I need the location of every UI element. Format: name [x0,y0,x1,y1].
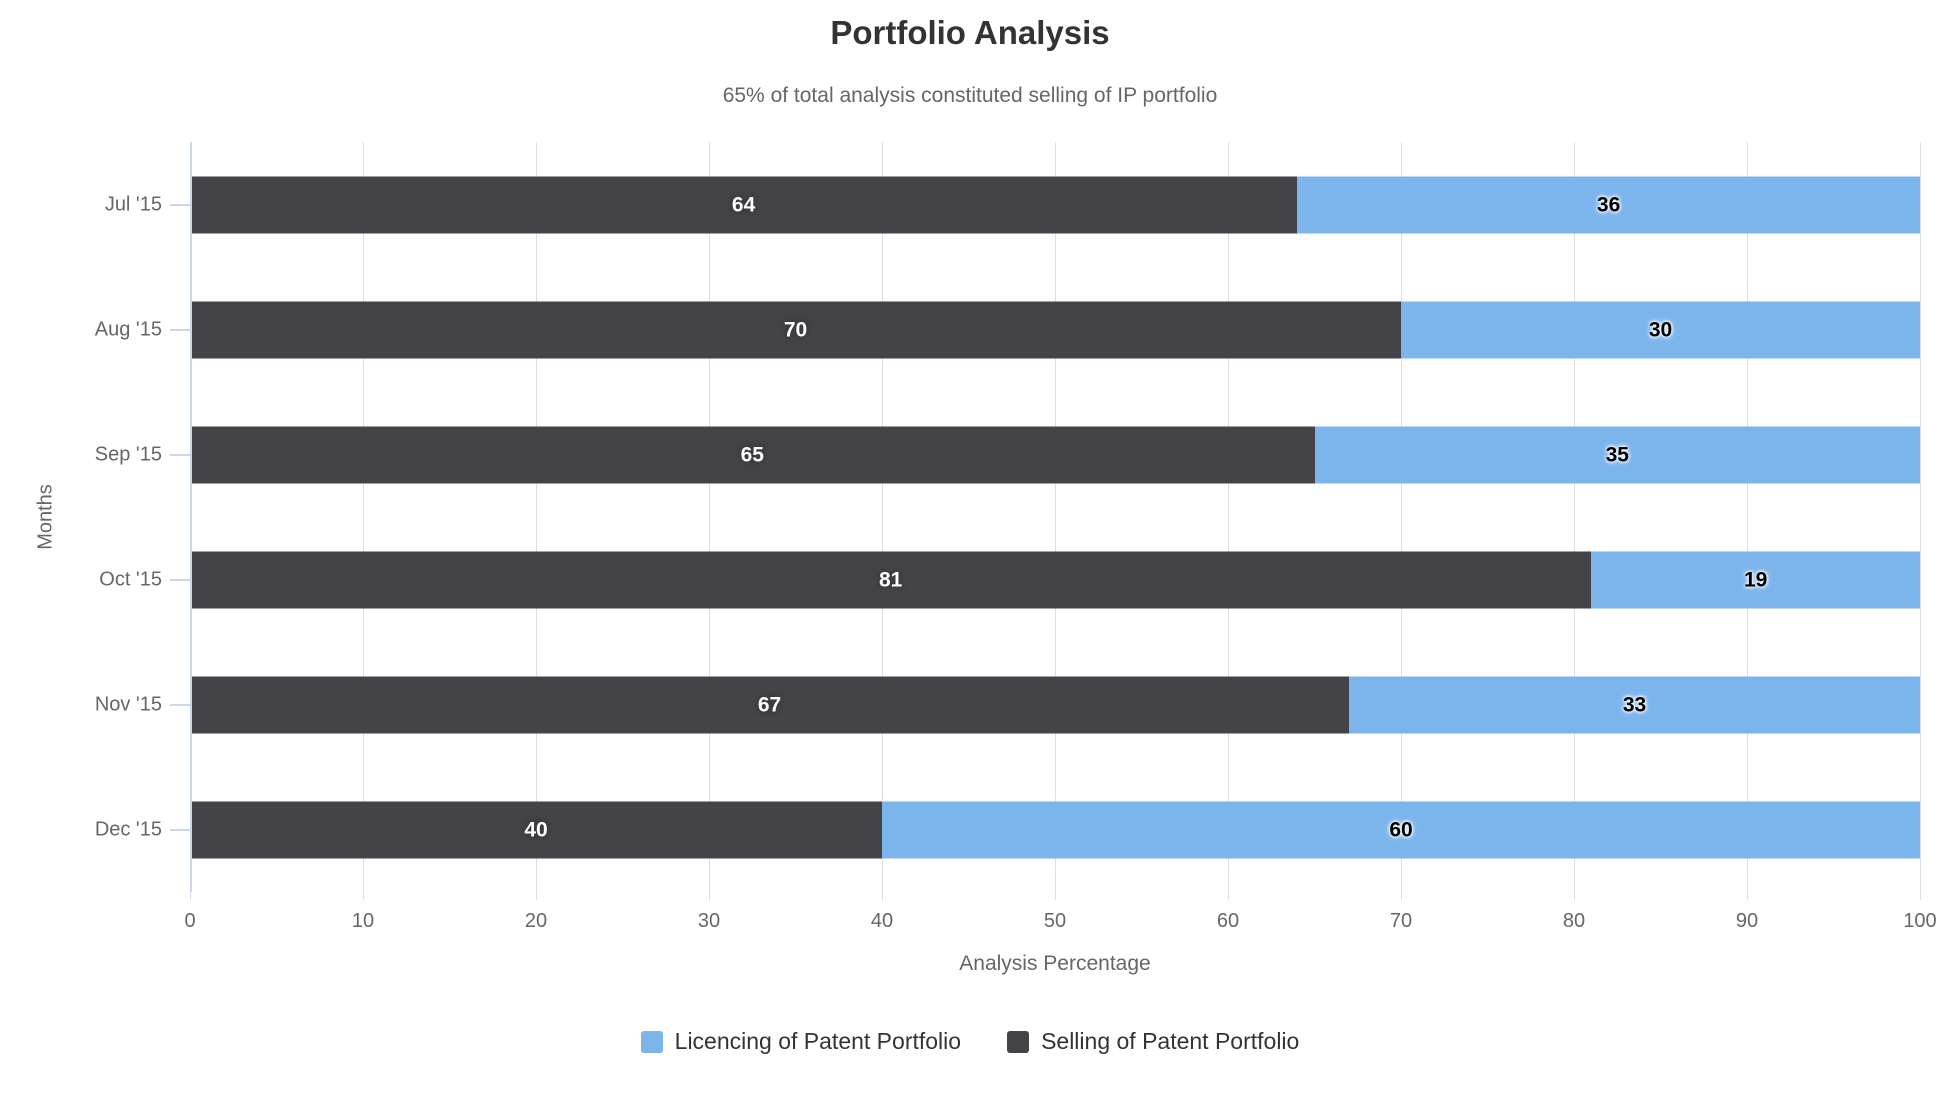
x-axis-tick-label: 30 [697,910,721,932]
bar-segment-licencing[interactable]: 35 [1314,426,1920,483]
bar-segment-selling[interactable]: 64 [190,176,1298,233]
legend: Licencing of Patent Portfolio Selling of … [0,1028,1940,1055]
bar-segment-selling[interactable]: 40 [190,801,882,858]
x-axis-tick-label: 90 [1735,910,1759,932]
stacked-bar: 67 33 [190,676,1920,733]
category-tick [170,828,190,831]
bar-segment-licencing[interactable]: 36 [1297,176,1920,233]
stacked-bar: 81 19 [190,551,1920,608]
value-label: 64 [731,193,756,216]
value-label: 33 [1622,693,1647,716]
category-label: Sep '15 [94,443,162,465]
stacked-bar: 65 35 [190,426,1920,483]
stacked-bar: 70 30 [190,301,1920,358]
legend-item[interactable]: Selling of Patent Portfolio [1007,1028,1299,1055]
value-label: 65 [740,443,764,466]
bar-row: Aug '15 70 30 [95,267,1920,392]
value-label: 67 [757,693,782,716]
y-axis-line [190,142,192,892]
gridline [1055,142,1056,900]
value-label: 19 [1743,568,1768,591]
value-label: 70 [783,318,808,341]
x-axis-tick-label: 50 [1043,910,1067,932]
category-label: Aug '15 [94,318,162,340]
bar-segment-selling[interactable]: 65 [190,426,1315,483]
legend-swatch [640,1030,663,1053]
value-label: 81 [878,568,903,591]
bar-row: Sep '15 65 35 [95,392,1920,517]
gridline [363,142,364,900]
bar-segment-selling[interactable]: 81 [190,551,1592,608]
legend-label: Licencing of Patent Portfolio [674,1028,962,1054]
chart-subtitle: 65% of total analysis constituted sellin… [722,84,1218,107]
gridline [1747,142,1748,900]
plot-area: Jul '15 64 36 Aug '15 70 30 Sep '15 65 35 Oct '15… [95,142,1937,975]
category-tick [170,578,190,581]
value-label: 36 [1596,193,1621,216]
value-label: 40 [524,818,548,841]
gridline [1401,142,1402,900]
x-axis-tick-label: 60 [1216,910,1240,932]
gridline [1228,142,1229,900]
category-label: Nov '15 [94,693,162,715]
gridline [536,142,537,900]
legend-swatch [1007,1030,1030,1053]
bar-segment-licencing[interactable]: 33 [1349,676,1920,733]
bar-segment-licencing[interactable]: 19 [1591,551,1920,608]
category-label: Oct '15 [99,568,162,590]
legend-item[interactable]: Licencing of Patent Portfolio [640,1028,962,1055]
y-axis-title: Months [34,484,57,550]
value-label: 60 [1389,818,1413,841]
category-tick [170,703,190,706]
category-tick [170,453,190,456]
category-label: Jul '15 [104,193,162,215]
bar-segment-selling[interactable]: 70 [190,301,1401,358]
x-axis-tick-label: 20 [524,910,548,932]
x-axis-tick-label: 70 [1389,910,1413,932]
gridline [1574,142,1575,900]
bar-rows: Jul '15 64 36 Aug '15 70 30 Sep '15 65 35 Oct '15… [95,142,1920,892]
gridline [882,142,883,900]
value-label: 35 [1605,443,1629,466]
gridline [1920,142,1921,900]
bar-segment-selling[interactable]: 67 [190,676,1350,733]
bar-segment-licencing[interactable]: 30 [1401,301,1920,358]
x-axis-tick-label: 40 [870,910,894,932]
category-label: Dec '15 [94,818,162,840]
stacked-bar: 40 60 [190,801,1920,858]
legend-label: Selling of Patent Portfolio [1041,1028,1300,1054]
bar-row: Jul '15 64 36 [105,142,1920,267]
x-axis-tick-label: 100 [1903,910,1937,932]
stacked-bar: 64 36 [190,176,1920,233]
x-axis-title: Analysis Percentage [959,952,1151,975]
chart-title: Portfolio Analysis [830,14,1110,51]
category-tick [170,328,190,331]
bar-row: Oct '15 81 19 [99,517,1920,642]
x-axis-tick-label: 0 [184,910,196,932]
bar-row: Nov '15 67 33 [95,642,1920,767]
x-axis-tick-label: 10 [351,910,375,932]
x-axis-tick-label: 80 [1562,910,1586,932]
gridline [709,142,710,900]
value-label: 30 [1648,318,1673,341]
bar-row: Dec '15 40 60 [95,767,1920,892]
category-tick [170,203,190,206]
bar-segment-licencing[interactable]: 60 [882,801,1920,858]
